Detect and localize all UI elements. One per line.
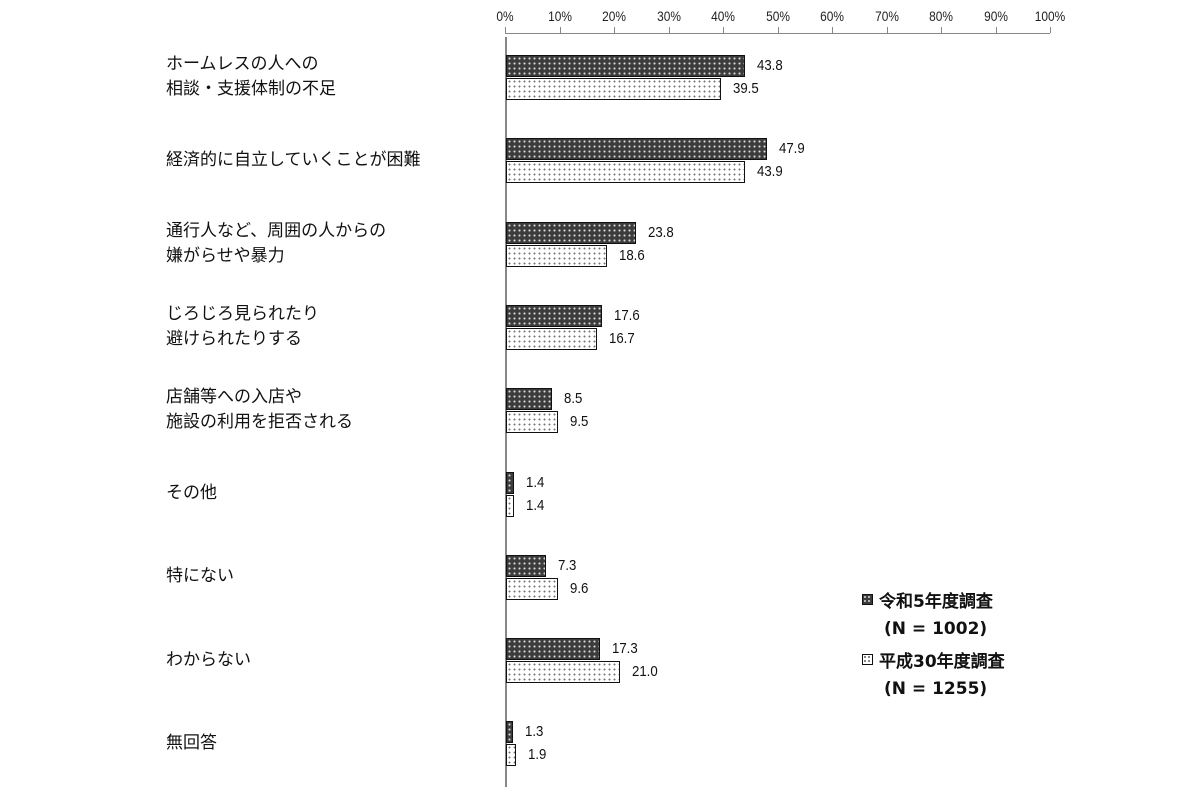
category-label-line: 避けられたりする <box>166 328 302 349</box>
legend-swatch-dark <box>862 593 873 605</box>
category-label: 無回答 <box>166 731 217 756</box>
bar-reiwa5 <box>506 721 514 744</box>
bar-reiwa5 <box>506 55 745 77</box>
legend-label: 平成30年度調査 <box>879 651 1005 672</box>
category-label-line: わからない <box>166 649 251 670</box>
legend-swatch-light <box>862 653 873 665</box>
legend-item-heisei30: 平成30年度調査 <box>862 644 1005 674</box>
value-label: 39.5 <box>733 80 759 97</box>
value-label: 17.6 <box>613 306 640 324</box>
x-tick <box>560 27 561 33</box>
x-tick-label: 100% <box>1034 8 1066 24</box>
category-label-line: 無回答 <box>166 732 217 753</box>
category-label: わからない <box>166 648 251 673</box>
category-label: 経済的に自立していくことが困難 <box>166 148 421 173</box>
value-label: 8.5 <box>564 390 583 408</box>
legend-n-label: (N = 1255) <box>884 679 988 699</box>
value-label: 43.9 <box>757 163 783 181</box>
x-tick <box>996 27 997 33</box>
category-label: 通行人など、周囲の人からの 嫌がらせや暴力 <box>166 219 386 269</box>
x-tick <box>941 27 942 33</box>
category-label: その他 <box>166 481 217 506</box>
category-label-line: 施設の利用を拒否される <box>166 412 353 433</box>
bar-heisei30 <box>506 244 608 267</box>
category-label: ホームレスの人への 相談・支援体制の不足 <box>166 52 336 102</box>
bar-heisei30 <box>506 744 517 767</box>
category-label-line: 店舗等への入店や <box>166 387 302 408</box>
x-tick-label: 70% <box>875 8 899 24</box>
bar-heisei30 <box>506 494 514 517</box>
value-label: 43.8 <box>756 57 783 74</box>
bar-heisei30 <box>506 78 722 100</box>
x-tick-label: 60% <box>820 8 844 24</box>
bar-reiwa5 <box>506 471 514 494</box>
category-label-line: その他 <box>166 483 217 503</box>
value-label: 16.7 <box>609 329 635 347</box>
value-label: 1.9 <box>528 746 547 764</box>
x-tick-label: 40% <box>711 8 735 24</box>
value-label: 1.4 <box>525 473 544 491</box>
category-label-line: 経済的に自立していくことが困難 <box>166 149 421 170</box>
category-label-line: じろじろ見られたり <box>166 303 319 324</box>
x-tick-label: 50% <box>766 8 790 24</box>
bar-heisei30 <box>506 327 597 350</box>
value-label: 1.4 <box>525 496 544 514</box>
x-tick <box>832 27 833 33</box>
legend: 令和5年度調査 (N = 1002) 平成30年度調査 (N = 1255) <box>862 584 1005 704</box>
x-tick-label: 10% <box>548 8 572 24</box>
x-tick <box>887 27 888 33</box>
bar-heisei30 <box>506 411 558 434</box>
bar-reiwa5 <box>506 138 768 161</box>
value-label: 47.9 <box>779 140 805 158</box>
bar-reiwa5 <box>506 638 601 661</box>
x-tick-label: 80% <box>929 8 953 24</box>
bar-reiwa5 <box>506 554 546 577</box>
x-tick <box>723 27 724 33</box>
x-tick <box>669 27 670 33</box>
x-tick-label: 0% <box>496 8 514 24</box>
value-label: 9.5 <box>569 413 589 431</box>
bar-heisei30 <box>506 661 621 684</box>
bar-reiwa5 <box>506 221 636 244</box>
value-label: 21.0 <box>632 663 659 681</box>
legend-n-label: (N = 1002) <box>884 619 988 639</box>
x-tick-label: 20% <box>602 8 626 24</box>
category-label-line: 特にない <box>166 566 234 587</box>
bar-reiwa5 <box>506 388 553 411</box>
category-label-line: ホームレスの人への <box>166 54 319 74</box>
x-tick <box>1050 27 1051 33</box>
x-tick-label: 90% <box>984 8 1008 24</box>
value-label: 17.3 <box>612 640 638 658</box>
category-label-line: 通行人など、周囲の人からの <box>166 220 387 241</box>
category-label: 店舗等への入店や施設の利用を拒否される <box>166 385 353 435</box>
bar-heisei30 <box>506 161 746 184</box>
value-label: 7.3 <box>557 556 577 574</box>
category-label: 特にない <box>166 564 234 589</box>
category-label: じろじろ見られたり 避けられたりする <box>166 302 319 352</box>
legend-label: 令和5年度調査 <box>879 591 993 612</box>
value-label: 1.3 <box>525 723 544 741</box>
category-label-line: 嫌がらせや暴力 <box>166 245 285 266</box>
value-label: 18.6 <box>619 246 646 264</box>
x-tick-label: 30% <box>657 8 681 24</box>
x-tick <box>778 27 779 33</box>
bar-heisei30 <box>506 577 559 600</box>
category-label-line: 相談・支援体制の不足 <box>166 79 336 99</box>
bar-reiwa5 <box>506 304 602 327</box>
x-tick <box>505 27 506 33</box>
legend-item-reiwa5: 令和5年度調査 <box>862 584 1005 614</box>
x-axis-line <box>505 33 1050 34</box>
x-tick <box>614 27 615 33</box>
value-label: 9.6 <box>570 579 589 597</box>
value-label: 23.8 <box>647 223 674 241</box>
